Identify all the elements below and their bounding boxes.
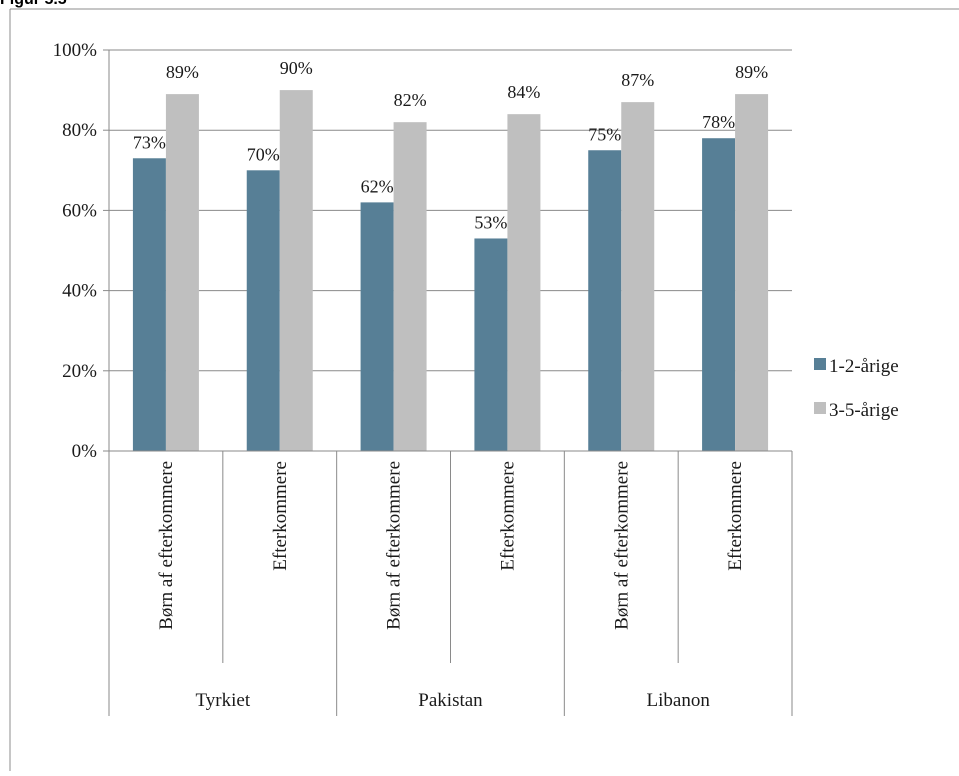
- bar-series1: [588, 150, 622, 451]
- x-category-label: Børn af efterkommere: [611, 461, 632, 630]
- bar-series1: [132, 158, 166, 451]
- bar-series2: [279, 90, 313, 451]
- bar-series2: [393, 122, 427, 452]
- data-label: 70%: [247, 144, 280, 164]
- bar-series2: [735, 94, 769, 452]
- x-group-label: Pakistan: [418, 690, 483, 711]
- y-tick-label: 100%: [53, 40, 98, 61]
- x-group-label: Libanon: [647, 690, 711, 711]
- data-label: 87%: [621, 70, 654, 90]
- data-label: 73%: [133, 132, 166, 152]
- y-tick-label: 20%: [62, 361, 97, 382]
- x-category-label: Børn af efterkommere: [384, 461, 405, 630]
- legend-label: 1-2-årige: [829, 356, 899, 377]
- chart-border: [9, 8, 959, 771]
- data-label: 90%: [280, 58, 313, 78]
- x-category-label: Efterkommere: [725, 461, 746, 571]
- bar-series1: [702, 138, 736, 451]
- y-tick-label: 0%: [72, 441, 98, 462]
- legend-swatch: [814, 358, 826, 370]
- data-label: 75%: [588, 124, 621, 144]
- data-label: 89%: [166, 62, 199, 82]
- bar-series1: [474, 238, 508, 451]
- legend-label: 3-5-årige: [829, 400, 899, 421]
- bar-series2: [165, 94, 199, 452]
- data-label: 78%: [702, 112, 735, 132]
- x-axis: Børn af efterkommere Efterkommere Børn af …: [108, 450, 793, 716]
- data-label: 62%: [361, 176, 394, 196]
- y-axis: 0% 20% 40% 60% 80% 100%: [53, 40, 110, 462]
- bar-series2: [507, 114, 541, 451]
- data-label: 84%: [507, 82, 540, 102]
- x-category-label: Efterkommere: [497, 461, 518, 571]
- bars: [132, 90, 769, 452]
- x-category-label: Børn af efterkommere: [156, 461, 177, 630]
- gridlines: [109, 49, 792, 372]
- data-label: 53%: [474, 212, 507, 232]
- legend: 1-2-årige 3-5-årige: [814, 356, 899, 421]
- value-labels: 73% 89% 70% 90% 62% 82% 53% 84% 75% 87% 78% 89%: [133, 58, 768, 232]
- y-tick-label: 80%: [62, 120, 97, 141]
- y-tick-label: 40%: [62, 281, 97, 302]
- data-label: 89%: [735, 62, 768, 82]
- x-group-label: Tyrkiet: [196, 690, 251, 711]
- x-category-label: Efterkommere: [270, 461, 291, 571]
- bar-series2: [621, 102, 655, 451]
- bar-series1: [246, 170, 280, 452]
- data-label: 82%: [394, 90, 427, 110]
- header-fragment: Figur 5.5: [0, 0, 67, 9]
- y-tick-label: 60%: [62, 200, 97, 221]
- legend-swatch: [814, 402, 826, 414]
- bar-series1: [360, 202, 394, 451]
